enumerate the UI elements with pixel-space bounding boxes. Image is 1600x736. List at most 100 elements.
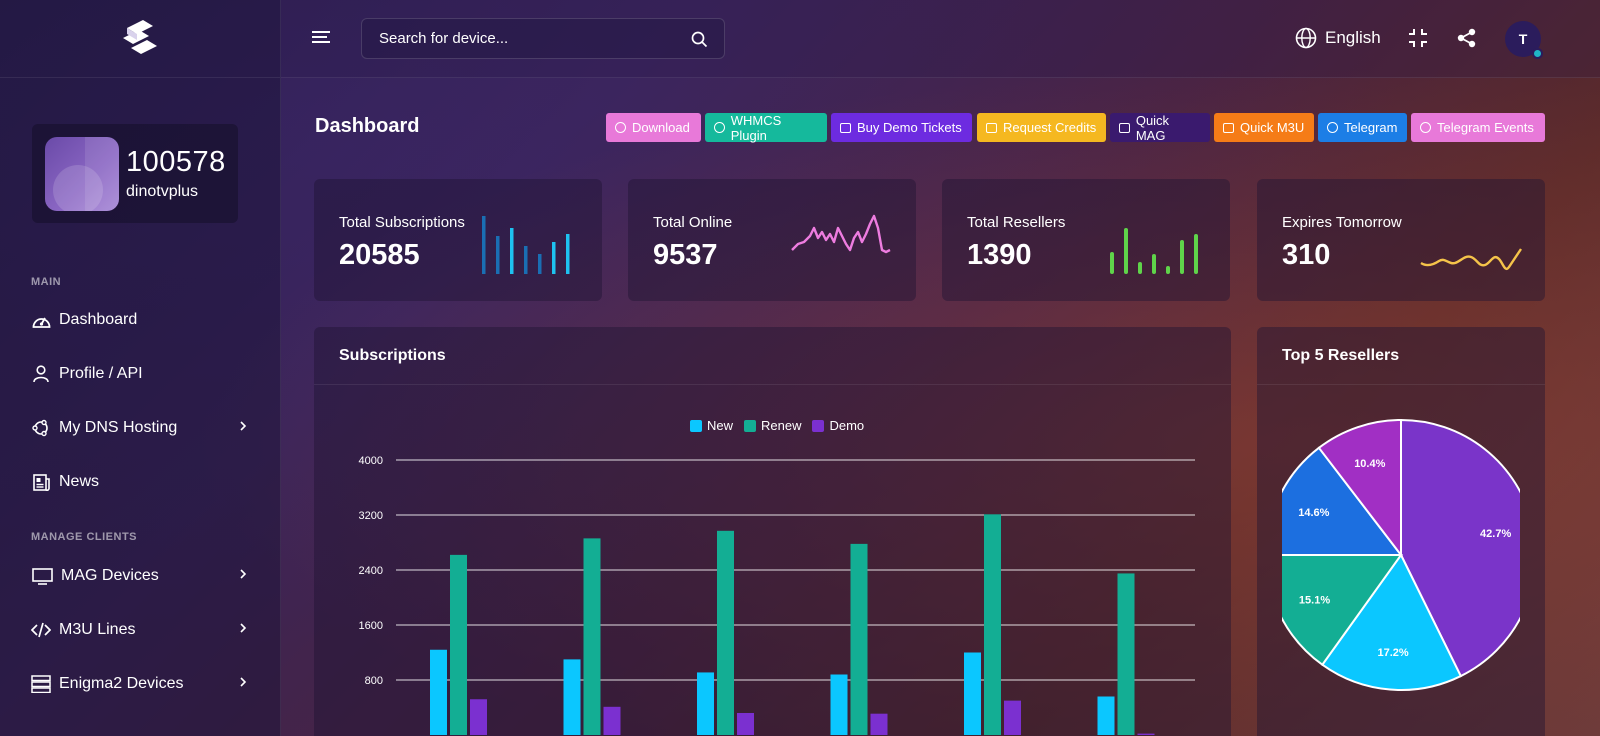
button-label: Telegram <box>1344 120 1398 135</box>
sidebar-item-dns-hosting[interactable]: My DNS Hosting <box>31 413 251 443</box>
bar-demo[interactable] <box>603 706 621 735</box>
bar-demo[interactable] <box>470 699 487 735</box>
pie-slice[interactable] <box>1282 446 1404 556</box>
dns-icon <box>31 418 51 438</box>
spark-bar <box>1166 266 1170 274</box>
pie-slice[interactable] <box>1400 418 1520 678</box>
quick-m3u-button[interactable]: Quick M3U <box>1214 113 1314 142</box>
bar-renew[interactable] <box>850 543 868 735</box>
bar-demo[interactable] <box>1004 700 1021 735</box>
legend-item-demo[interactable]: Demo <box>812 418 864 433</box>
share-icon[interactable] <box>1457 28 1477 48</box>
spark-line <box>791 214 891 254</box>
gauge-icon <box>31 310 51 330</box>
sidebar-item-news[interactable]: News <box>31 467 251 497</box>
request-credits-button[interactable]: Request Credits <box>977 113 1106 142</box>
bar-new[interactable] <box>697 672 714 735</box>
avatar-initial: T <box>1518 31 1528 47</box>
sidebar-item-label: Dashboard <box>59 311 138 328</box>
sidebar-item-mag-devices[interactable]: MAG Devices <box>31 561 251 591</box>
card-title: Top 5 Resellers <box>1257 327 1545 385</box>
spark-bar <box>538 254 542 274</box>
search-icon[interactable] <box>691 31 708 48</box>
search-box <box>361 18 725 59</box>
sidebar-item-dashboard[interactable]: Dashboard <box>31 305 251 335</box>
bar-new[interactable] <box>964 652 981 736</box>
sidebar-item-label: News <box>59 473 100 490</box>
menu-toggle-icon[interactable] <box>311 29 331 45</box>
y-tick-label: 800 <box>365 675 383 687</box>
bar-demo[interactable] <box>1137 733 1155 735</box>
brand-logo-icon[interactable] <box>119 18 161 60</box>
quick-mag-button[interactable]: Quick MAG <box>1110 112 1210 143</box>
server-icon <box>31 674 51 694</box>
y-tick-label: 1600 <box>359 620 383 632</box>
expires-sparkline <box>1420 248 1522 271</box>
chart-legend: New Renew Demo <box>690 418 875 433</box>
telegram-icon <box>1327 122 1338 133</box>
sidebar-item-profile[interactable]: Profile / API <box>31 359 251 389</box>
legend-label: New <box>707 418 734 433</box>
stat-value: 20585 <box>339 239 420 271</box>
subscriptions-sparkline <box>482 216 570 274</box>
user-avatar-button[interactable]: T <box>1505 21 1543 59</box>
legend-item-new[interactable]: New <box>690 418 733 433</box>
bar-renew[interactable] <box>984 514 1001 735</box>
logo-area <box>0 0 280 78</box>
nav-section-main: MAIN <box>31 276 62 288</box>
code-icon <box>31 620 51 640</box>
download-icon <box>615 122 626 133</box>
fullscreen-exit-icon[interactable] <box>1408 28 1428 48</box>
bar-renew[interactable] <box>583 538 601 735</box>
stat-label: Expires Tomorrow <box>1282 214 1402 231</box>
pie-clip: 42.7% 17.2% 15.1% 14.6% 10.4% <box>1282 386 1520 726</box>
online-status-dot <box>1532 48 1543 59</box>
bar-demo[interactable] <box>737 713 754 735</box>
online-sparkline <box>791 214 891 254</box>
pie-slice[interactable] <box>1282 554 1403 667</box>
bar-renew[interactable] <box>717 530 734 735</box>
bar-new[interactable] <box>1097 696 1115 736</box>
legend-item-renew[interactable]: Renew <box>744 418 801 433</box>
sidebar-item-label: Enigma2 Devices <box>59 675 184 692</box>
pie-slice[interactable] <box>1317 418 1402 558</box>
spark-bar <box>1152 254 1156 274</box>
bar-new[interactable] <box>430 649 447 735</box>
bar-renew[interactable] <box>1117 573 1135 735</box>
user-card[interactable]: 100578 dinotvplus <box>32 124 238 223</box>
telegram-events-button[interactable]: Telegram Events <box>1411 113 1545 142</box>
subscriptions-card: Subscriptions New Renew Demo 800 1600 2400… <box>314 327 1231 736</box>
download-icon <box>714 122 725 133</box>
stat-label: Total Online <box>653 214 733 231</box>
button-label: Quick MAG <box>1135 112 1170 143</box>
download-button[interactable]: Download <box>606 113 701 142</box>
bar-new[interactable] <box>830 674 848 736</box>
stat-value: 310 <box>1282 239 1331 271</box>
pie-slice-label: 17.2% <box>1377 647 1408 659</box>
monitor-icon <box>31 566 53 586</box>
telegram-button[interactable]: Telegram <box>1318 113 1407 142</box>
search-input[interactable] <box>379 30 679 47</box>
bar-demo[interactable] <box>870 713 888 735</box>
buy-demo-tickets-button[interactable]: Buy Demo Tickets <box>831 113 972 142</box>
pie-slice[interactable] <box>1320 553 1463 691</box>
spark-bar <box>524 246 528 274</box>
button-label: Telegram Events <box>1437 120 1534 135</box>
subscriptions-bar-chart: 800 1600 2400 3200 4000 <box>359 455 1195 736</box>
page-title: Dashboard <box>315 115 420 137</box>
sidebar-item-enigma2-devices[interactable]: Enigma2 Devices <box>31 669 251 699</box>
y-tick-label: 3200 <box>359 510 383 522</box>
wallet-icon <box>986 122 997 133</box>
bar-renew[interactable] <box>450 554 467 735</box>
sidebar-item-m3u-lines[interactable]: M3U Lines <box>31 615 251 645</box>
chevron-right-icon <box>240 569 247 579</box>
button-label: Buy Demo Tickets <box>857 120 962 135</box>
sidebar: 100578 dinotvplus MAIN Dashboard Profile… <box>0 0 281 736</box>
pie-slice-label: 14.6% <box>1298 507 1329 519</box>
language-selector[interactable]: English <box>1295 27 1381 49</box>
bar-new[interactable] <box>563 659 581 735</box>
pie-slice-label: 10.4% <box>1354 458 1385 470</box>
whmcs-plugin-button[interactable]: WHMCS Plugin <box>705 112 827 143</box>
button-label: WHMCS Plugin <box>730 112 782 143</box>
pie-slice-label: 42.7% <box>1480 528 1511 540</box>
